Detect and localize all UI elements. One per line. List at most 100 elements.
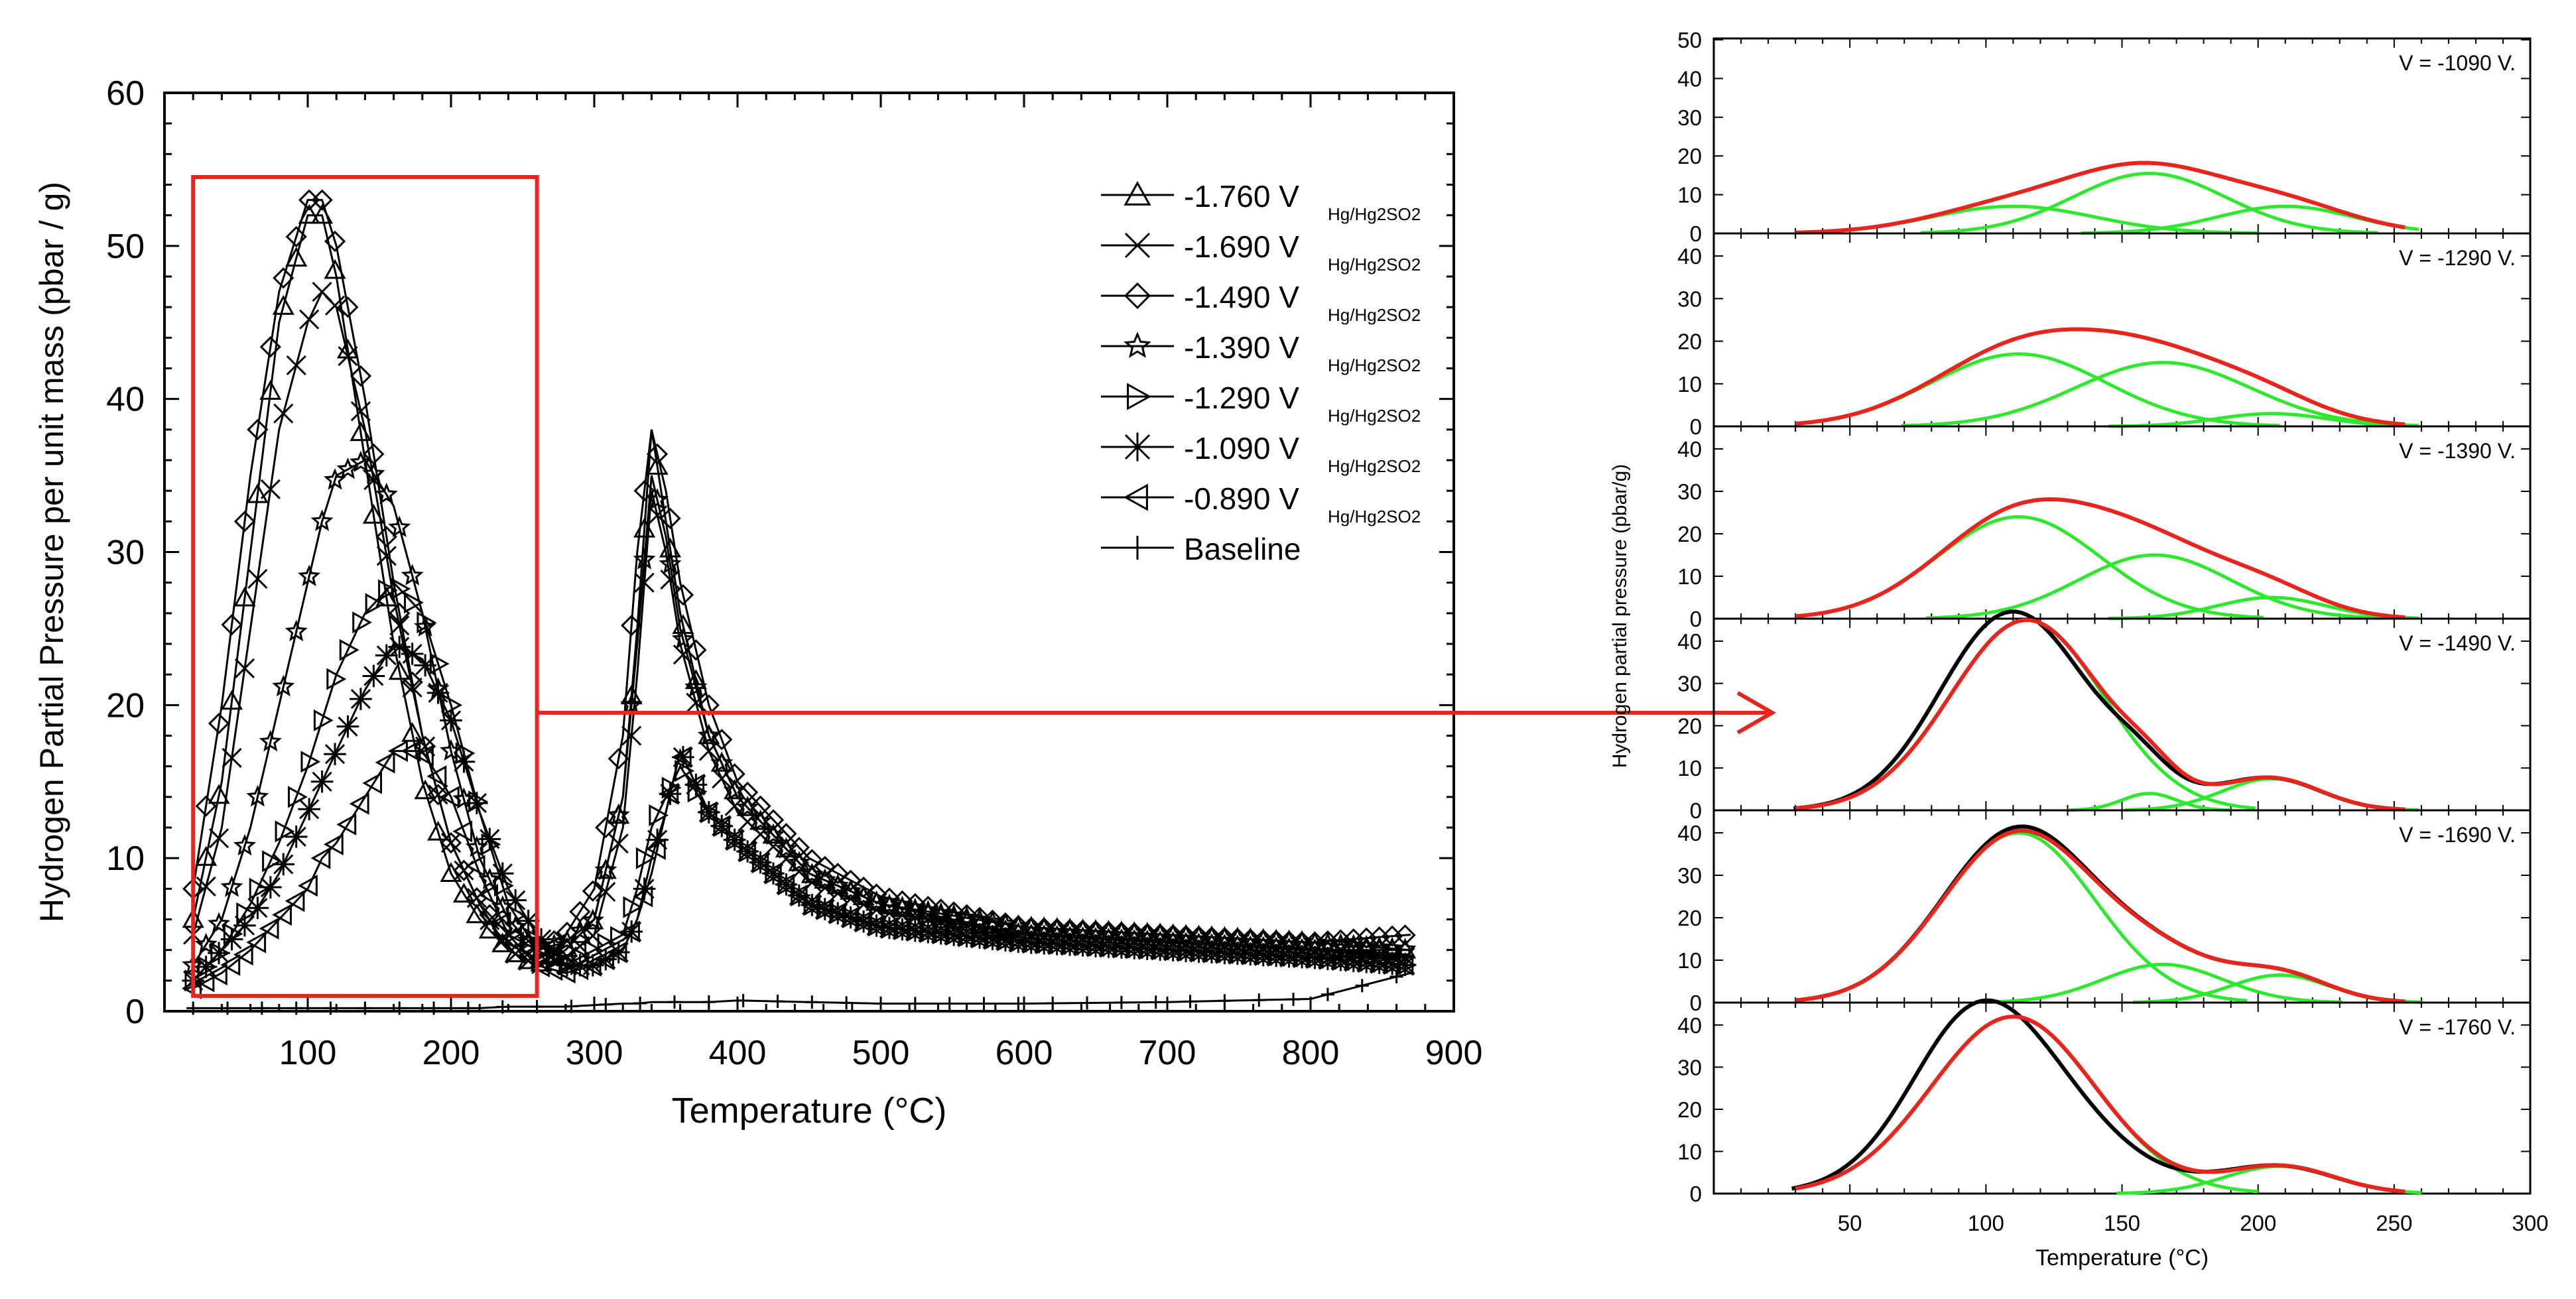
data-point: [878, 887, 901, 909]
data-point: [1161, 939, 1182, 961]
component-curve: [1920, 171, 2378, 235]
component-curve: [1795, 352, 2280, 428]
data-point: [891, 895, 914, 918]
data-point: [208, 942, 230, 965]
data-point: [461, 1001, 475, 1015]
y-tick-label: 10: [1677, 183, 1702, 208]
data-point: [1045, 933, 1066, 956]
y-tick-label: 20: [1677, 144, 1702, 168]
y-tick-label: 40: [1677, 1013, 1702, 1038]
data-point: [555, 961, 576, 984]
data-point: [352, 611, 373, 634]
data-point: [775, 823, 797, 845]
data-point: [736, 796, 759, 818]
data-point: [440, 832, 462, 854]
data-point: [259, 917, 279, 940]
y-tick-label: 30: [1677, 105, 1702, 130]
data-point: [255, 1001, 269, 1015]
data-point: [1287, 993, 1301, 1007]
data-point: [994, 912, 1017, 934]
component-curve: [1983, 962, 2343, 1004]
data-point: [388, 515, 411, 538]
data-point: [208, 712, 230, 735]
data-point: [891, 890, 913, 912]
x-tick-label: 800: [1282, 1034, 1340, 1072]
data-point: [272, 904, 292, 926]
legend-label: -1.490 V: [1184, 280, 1299, 314]
data-point: [273, 267, 294, 289]
data-point: [839, 879, 862, 901]
y-tick-label: 0: [125, 993, 145, 1031]
legend-sub: Hg/Hg2SO2: [1328, 507, 1421, 526]
data-point: [285, 619, 308, 642]
data-point: [826, 873, 850, 896]
data-point: [311, 189, 333, 211]
x-tick-label: 300: [566, 1034, 623, 1072]
data-point: [801, 863, 824, 885]
data-point: [401, 564, 424, 586]
data-point: [1252, 993, 1266, 1007]
data-point: [504, 931, 524, 954]
data-point: [378, 579, 398, 601]
y-tick-label: 30: [1677, 863, 1702, 888]
data-point: [646, 455, 669, 475]
panel-3: 0 10 20 30 40 V = -1490 V.: [1677, 609, 2532, 823]
data-point: [814, 877, 835, 898]
data-point: [1110, 936, 1130, 959]
legend: -1.760 V Hg/Hg2SO2 -1.690 V Hg/Hg2SO2 -1.490…: [1101, 179, 1421, 566]
y-tick-label: 50: [106, 227, 145, 266]
fit-curve: [1795, 160, 2406, 235]
data-point: [259, 336, 281, 358]
data-point: [285, 890, 305, 912]
data-point: [388, 740, 408, 763]
legend-sub: Hg/Hg2SO2: [1328, 355, 1421, 375]
data-point: [272, 294, 294, 315]
data-point: [208, 912, 231, 934]
y-tick-label: 30: [1677, 672, 1702, 696]
data-point: [813, 898, 834, 920]
data-point: [324, 1001, 338, 1015]
data-point: [349, 792, 369, 815]
data-point: [1019, 932, 1040, 954]
data-point: [376, 546, 397, 566]
data-point: [233, 586, 256, 607]
data-point: [414, 744, 434, 767]
data-point: [233, 944, 253, 966]
data-point: [608, 748, 629, 770]
data-point: [564, 999, 578, 1013]
y-tick-label: 20: [1677, 330, 1702, 354]
data-point: [646, 443, 669, 465]
data-point: [452, 820, 473, 843]
data-point: [393, 1001, 407, 1015]
fit-curve: [1795, 327, 2406, 426]
data-point: [788, 836, 810, 859]
data-point: [362, 664, 385, 688]
data-point: [942, 997, 956, 1011]
data-point: [220, 928, 243, 951]
data-point: [1394, 924, 1416, 946]
data-point: [968, 908, 992, 930]
data-point: [582, 880, 604, 902]
data-point: [262, 850, 282, 873]
data-point: [208, 784, 230, 804]
panel-label: V = -1390 V.: [2399, 439, 2516, 463]
series-line: [192, 643, 1411, 981]
data-point: [672, 584, 694, 606]
y-tick-label: 20: [1677, 1097, 1702, 1122]
data-point: [749, 809, 772, 832]
data-point: [310, 847, 331, 869]
data-point: [840, 869, 862, 891]
data-point: [195, 795, 217, 817]
data-point: [633, 997, 647, 1010]
data-point: [288, 786, 308, 808]
series-line: [192, 459, 1411, 966]
data-point: [724, 779, 746, 800]
data-point: [326, 668, 347, 690]
data-point: [684, 773, 705, 796]
data-point: [362, 772, 383, 794]
data-point: [272, 674, 295, 697]
measured-curve: [1793, 609, 2406, 812]
data-point: [375, 751, 395, 774]
data-point: [685, 639, 707, 661]
data-point: [1149, 938, 1169, 961]
